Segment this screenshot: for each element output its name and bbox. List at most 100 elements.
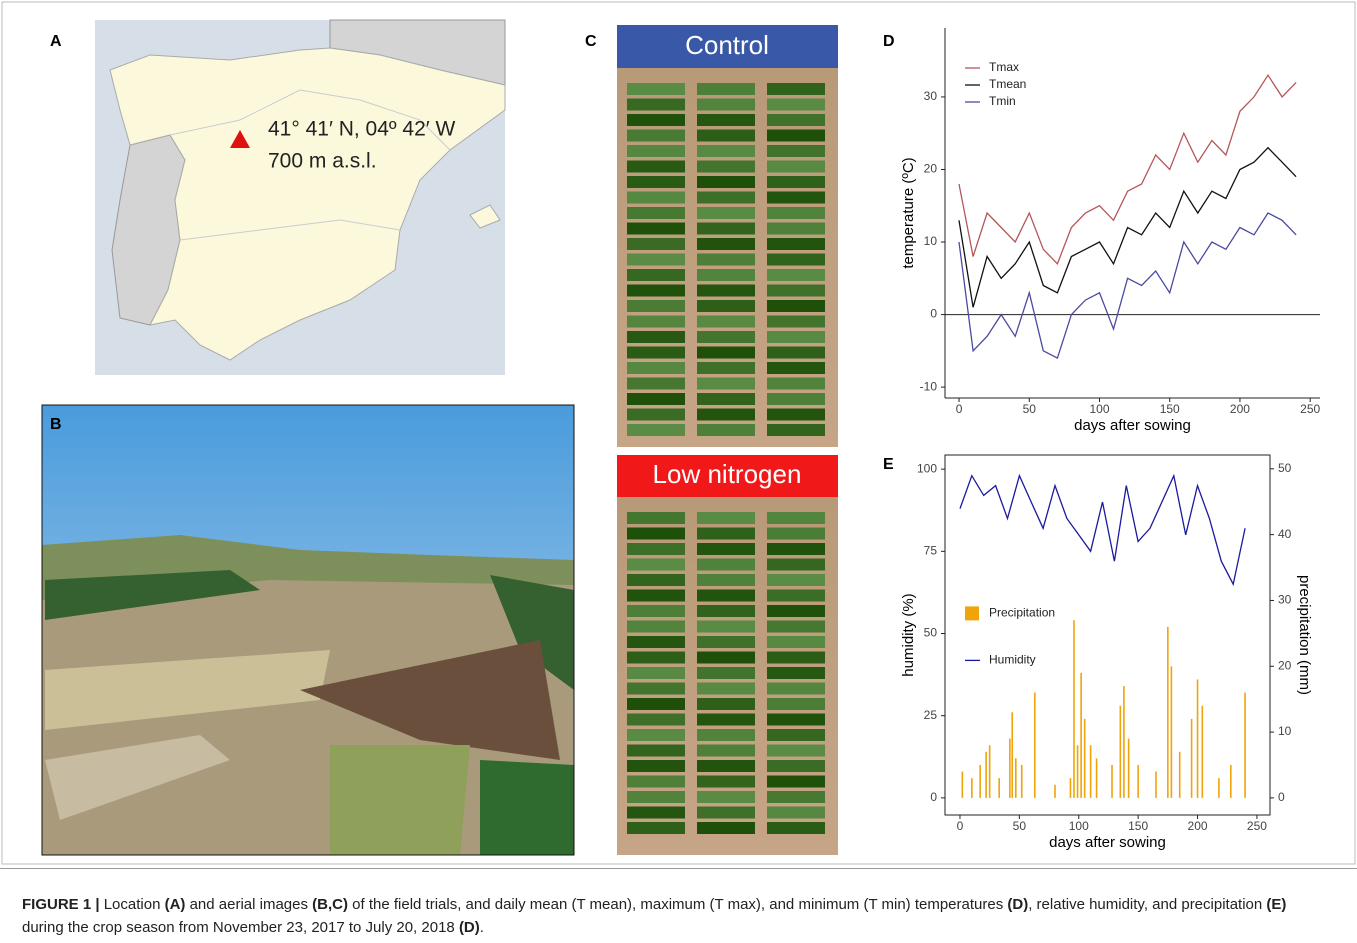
plot-cell bbox=[627, 176, 685, 188]
plot-cell bbox=[697, 651, 755, 664]
precip-bar bbox=[1167, 626, 1169, 798]
x-tick-label: 150 bbox=[1160, 402, 1180, 416]
plot-cell bbox=[697, 362, 755, 374]
caption-text: and aerial images bbox=[185, 896, 313, 913]
plot-cell bbox=[767, 207, 825, 219]
plot-cell bbox=[697, 98, 755, 111]
precip-bar bbox=[1155, 771, 1157, 798]
plot-cell bbox=[697, 620, 755, 633]
precip-bar bbox=[988, 745, 991, 798]
plot-cell bbox=[627, 791, 685, 803]
precip-bar bbox=[979, 764, 981, 798]
precip-bar bbox=[1244, 692, 1246, 798]
figure-border bbox=[1, 1, 1356, 865]
plot-cell bbox=[627, 315, 685, 328]
plot-cell bbox=[627, 527, 685, 540]
y-tick-label: 20 bbox=[924, 162, 938, 176]
plot-cell bbox=[767, 222, 825, 235]
plot-cell bbox=[767, 651, 825, 664]
plot-cell bbox=[627, 589, 685, 602]
precip-bar bbox=[1123, 686, 1125, 798]
trial-field bbox=[330, 745, 470, 855]
plot-cell bbox=[627, 512, 685, 524]
plot-cell bbox=[627, 393, 685, 405]
x-tick-label: 250 bbox=[1247, 819, 1267, 833]
plot-cell bbox=[697, 253, 755, 266]
precip-bar bbox=[1137, 764, 1139, 798]
plot-cell bbox=[767, 729, 825, 741]
plot-cell bbox=[697, 605, 755, 617]
precip-bar bbox=[1119, 705, 1122, 798]
x-tick-label: 50 bbox=[1013, 819, 1027, 833]
region-border bbox=[169, 89, 451, 151]
site-marker bbox=[230, 130, 250, 148]
series-line bbox=[958, 212, 1297, 360]
precip-bar bbox=[1190, 718, 1193, 798]
plot-cell bbox=[627, 408, 685, 421]
treatment-label: Control bbox=[685, 30, 769, 60]
figure: 41° 41′ N, 04º 42′ W 700 m a.s.l. A B C … bbox=[1, 1, 1356, 865]
plot-cell bbox=[767, 129, 825, 142]
plot-cell bbox=[697, 176, 755, 188]
plot-cell bbox=[697, 729, 755, 741]
plot-cell bbox=[627, 698, 685, 710]
plot-cell bbox=[697, 822, 755, 834]
precip-bar bbox=[1230, 764, 1232, 798]
plot-cell bbox=[697, 698, 755, 710]
plot-cell bbox=[697, 114, 755, 126]
x-axis-title: days after sowing bbox=[1074, 417, 1191, 434]
plot-cell bbox=[697, 346, 755, 359]
series-line bbox=[958, 146, 1297, 308]
panel-letter: A bbox=[50, 33, 62, 50]
y2-tick-label: 50 bbox=[1278, 461, 1292, 475]
trees bbox=[490, 575, 574, 690]
plot-cell bbox=[627, 574, 685, 586]
plot-cell bbox=[697, 636, 755, 648]
region-border bbox=[179, 219, 401, 241]
plot-cell bbox=[627, 284, 685, 297]
caption-text: Location bbox=[99, 896, 165, 913]
plot-cell bbox=[767, 145, 825, 157]
plot-cell bbox=[697, 408, 755, 421]
plot-cell bbox=[767, 698, 825, 710]
plot-cell bbox=[627, 605, 685, 617]
x-tick-label: 200 bbox=[1188, 819, 1208, 833]
plot-cell bbox=[697, 191, 755, 204]
plot-cell bbox=[627, 160, 685, 173]
plot-cell bbox=[697, 775, 755, 788]
caption: FIGURE 1 | Location (A) and aerial image… bbox=[22, 893, 1332, 939]
plot-cell bbox=[697, 667, 755, 679]
precip-bar bbox=[1073, 620, 1075, 798]
caption-text: (B,C) bbox=[312, 896, 348, 913]
precip-bar bbox=[1196, 679, 1199, 798]
plot-cell bbox=[697, 222, 755, 235]
caption-text: of the field trials, and daily mean (T m… bbox=[348, 896, 1008, 913]
trial-field bbox=[45, 735, 230, 820]
legend-swatch bbox=[965, 606, 979, 621]
label-box bbox=[617, 455, 838, 497]
plot-cell bbox=[627, 713, 685, 726]
precip-bar bbox=[1178, 751, 1181, 798]
precip-bar bbox=[998, 778, 1000, 798]
caption-text: . bbox=[479, 919, 484, 936]
precip-bar bbox=[1034, 692, 1036, 798]
plot-cell bbox=[767, 160, 825, 173]
caption-text: (D) bbox=[1007, 896, 1029, 913]
plot-cell bbox=[697, 589, 755, 602]
plot-cell bbox=[697, 83, 755, 95]
precip-bar bbox=[1111, 764, 1113, 798]
plot-cell bbox=[627, 191, 685, 204]
altitude: 700 m a.s.l. bbox=[268, 150, 377, 173]
precip-bar bbox=[1009, 738, 1011, 798]
plot-cell bbox=[697, 512, 755, 524]
plot-cell bbox=[697, 543, 755, 555]
plot-cell bbox=[627, 377, 685, 390]
plot-cell bbox=[767, 713, 825, 726]
precip-bar bbox=[1069, 778, 1072, 798]
plot-cell bbox=[627, 636, 685, 648]
plot-cell bbox=[627, 543, 685, 555]
plot-cell bbox=[627, 222, 685, 235]
legend-label: Tmean bbox=[989, 77, 1026, 91]
plot-cell bbox=[767, 605, 825, 617]
plot-cell bbox=[767, 300, 825, 312]
